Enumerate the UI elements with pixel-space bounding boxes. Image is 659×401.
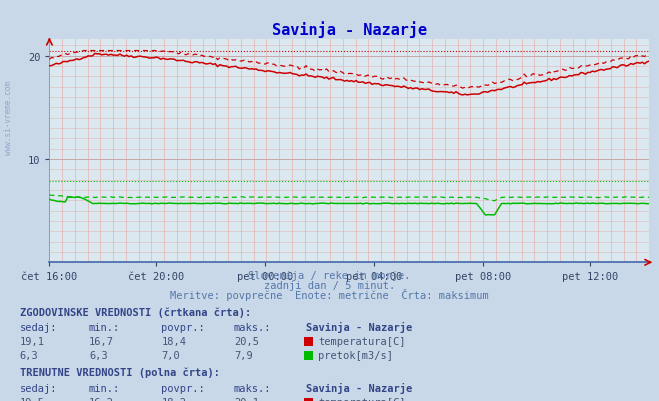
Text: 19,1: 19,1 [20, 336, 45, 346]
Text: 18,4: 18,4 [161, 336, 186, 346]
Text: Slovenija / reke in morje.: Slovenija / reke in morje. [248, 271, 411, 281]
Text: maks.:: maks.: [234, 322, 272, 332]
Title: Savinja - Nazarje: Savinja - Nazarje [272, 21, 427, 38]
Text: min.:: min.: [89, 322, 120, 332]
Text: sedaj:: sedaj: [20, 322, 57, 332]
Text: povpr.:: povpr.: [161, 322, 205, 332]
Text: 6,3: 6,3 [89, 350, 107, 360]
Text: www.si-vreme.com: www.si-vreme.com [4, 81, 13, 154]
Text: povpr.:: povpr.: [161, 383, 205, 393]
Text: 18,2: 18,2 [161, 397, 186, 401]
Text: 7,9: 7,9 [234, 350, 252, 360]
Text: pretok[m3/s]: pretok[m3/s] [318, 350, 393, 360]
Text: Savinja - Nazarje: Savinja - Nazarje [306, 321, 413, 332]
Text: maks.:: maks.: [234, 383, 272, 393]
Text: 19,5: 19,5 [20, 397, 45, 401]
Text: 20,5: 20,5 [234, 336, 259, 346]
Text: TRENUTNE VREDNOSTI (polna črta):: TRENUTNE VREDNOSTI (polna črta): [20, 367, 219, 377]
Text: 6,3: 6,3 [20, 350, 38, 360]
Text: min.:: min.: [89, 383, 120, 393]
Text: 20,1: 20,1 [234, 397, 259, 401]
Text: temperatura[C]: temperatura[C] [318, 397, 406, 401]
Text: Meritve: povprečne  Enote: metrične  Črta: maksimum: Meritve: povprečne Enote: metrične Črta:… [170, 289, 489, 301]
Text: Savinja - Nazarje: Savinja - Nazarje [306, 382, 413, 393]
Text: 7,0: 7,0 [161, 350, 180, 360]
Text: ZGODOVINSKE VREDNOSTI (črtkana črta):: ZGODOVINSKE VREDNOSTI (črtkana črta): [20, 306, 251, 317]
Text: sedaj:: sedaj: [20, 383, 57, 393]
Text: temperatura[C]: temperatura[C] [318, 336, 406, 346]
Text: 16,2: 16,2 [89, 397, 114, 401]
Text: 16,7: 16,7 [89, 336, 114, 346]
Text: zadnji dan / 5 minut.: zadnji dan / 5 minut. [264, 281, 395, 291]
